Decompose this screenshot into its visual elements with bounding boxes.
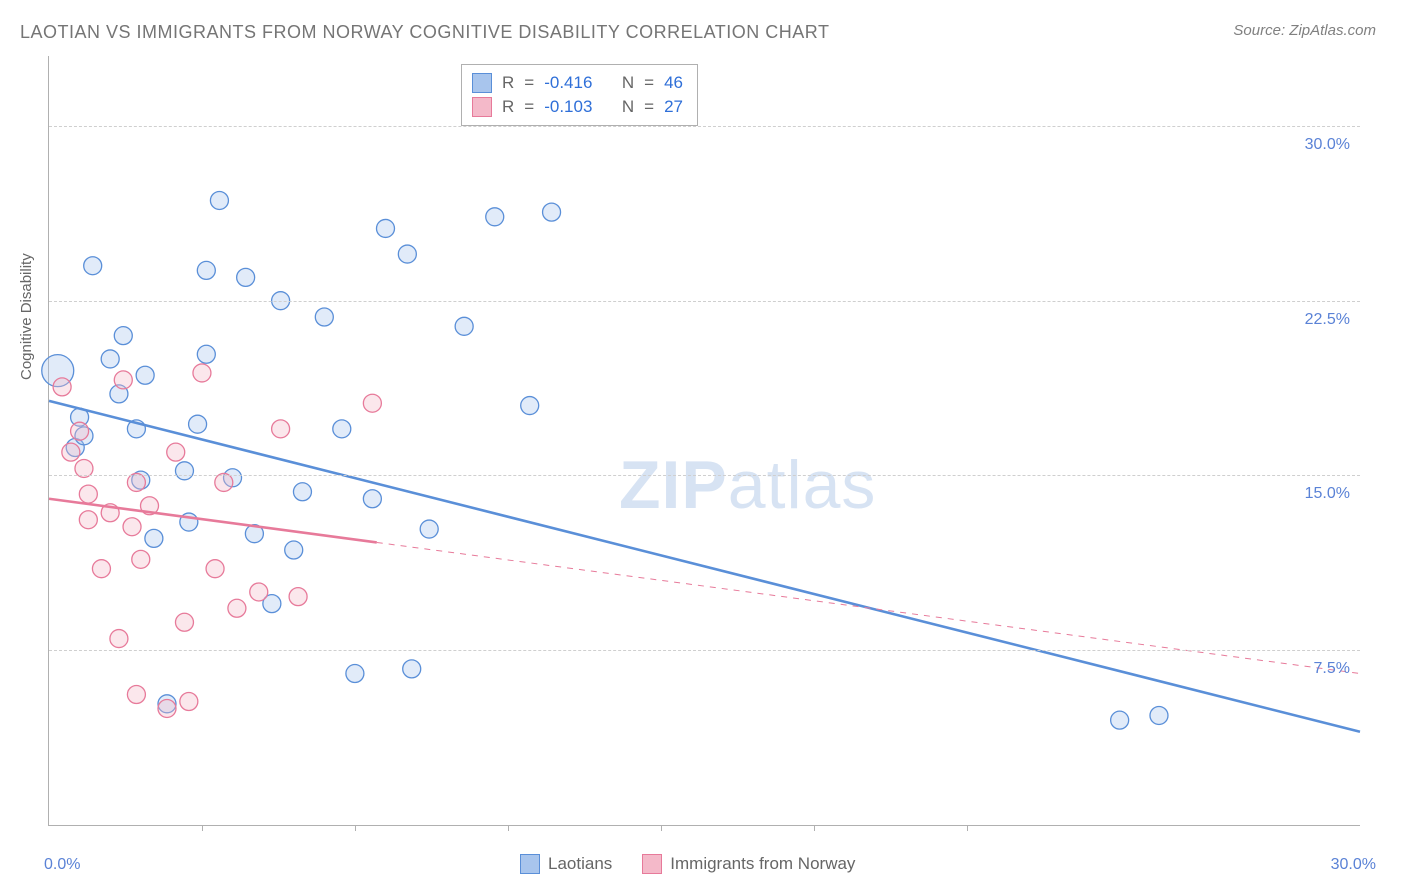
gridline: [49, 301, 1360, 302]
legend-swatch-norway: [642, 854, 662, 874]
scatter-point: [1150, 706, 1168, 724]
scatter-point: [101, 350, 119, 368]
y-axis-tick-label: 15.0%: [1305, 485, 1350, 503]
x-tick-mark: [355, 825, 356, 831]
plot-area: ZIPatlas R = -0.416 N = 46 R = -0.103 N …: [48, 56, 1360, 826]
scatter-point: [110, 630, 128, 648]
scatter-point: [376, 219, 394, 237]
scatter-point: [92, 560, 110, 578]
scatter-point: [167, 443, 185, 461]
legend-item-norway: Immigrants from Norway: [642, 854, 855, 874]
scatter-point: [237, 268, 255, 286]
y-axis-tick-label: 22.5%: [1305, 311, 1350, 329]
scatter-point: [79, 485, 97, 503]
x-axis-tick-label: 30.0%: [1331, 856, 1376, 874]
scatter-point: [132, 550, 150, 568]
scatter-point: [114, 371, 132, 389]
x-tick-mark: [814, 825, 815, 831]
scatter-point: [455, 317, 473, 335]
x-tick-mark: [202, 825, 203, 831]
y-axis-tick-label: 30.0%: [1305, 136, 1350, 154]
scatter-point: [180, 692, 198, 710]
gridline: [49, 126, 1360, 127]
scatter-point: [521, 397, 539, 415]
scatter-point: [127, 686, 145, 704]
x-tick-mark: [967, 825, 968, 831]
gridline: [49, 650, 1360, 651]
x-tick-mark: [508, 825, 509, 831]
category-legend: Laotians Immigrants from Norway: [520, 854, 855, 874]
scatter-point: [206, 560, 224, 578]
scatter-point: [145, 529, 163, 547]
scatter-point: [197, 345, 215, 363]
scatter-point: [420, 520, 438, 538]
gridline: [49, 475, 1360, 476]
scatter-point: [71, 422, 89, 440]
plot-svg: [49, 56, 1360, 825]
scatter-point: [289, 588, 307, 606]
scatter-point: [315, 308, 333, 326]
scatter-point: [210, 191, 228, 209]
scatter-point: [175, 613, 193, 631]
scatter-point: [346, 665, 364, 683]
x-axis-tick-label: 0.0%: [44, 856, 80, 874]
trend-line: [49, 401, 1360, 732]
scatter-point: [285, 541, 303, 559]
scatter-point: [272, 420, 290, 438]
source-attribution: Source: ZipAtlas.com: [1233, 22, 1376, 39]
legend-item-laotians: Laotians: [520, 854, 612, 874]
legend-label: Laotians: [548, 854, 612, 874]
scatter-point: [293, 483, 311, 501]
scatter-point: [193, 364, 211, 382]
scatter-point: [62, 443, 80, 461]
scatter-point: [543, 203, 561, 221]
source-prefix: Source:: [1233, 22, 1289, 39]
scatter-point: [123, 518, 141, 536]
trend-line: [49, 499, 377, 543]
scatter-point: [175, 462, 193, 480]
legend-swatch-laotians: [520, 854, 540, 874]
chart-title: LAOTIAN VS IMMIGRANTS FROM NORWAY COGNIT…: [20, 22, 829, 43]
scatter-point: [84, 257, 102, 275]
scatter-point: [189, 415, 207, 433]
scatter-point: [197, 261, 215, 279]
scatter-point: [158, 699, 176, 717]
scatter-point: [403, 660, 421, 678]
y-axis-label: Cognitive Disability: [18, 253, 35, 380]
scatter-point: [228, 599, 246, 617]
y-axis-tick-label: 7.5%: [1314, 660, 1350, 678]
scatter-point: [486, 208, 504, 226]
scatter-point: [250, 583, 268, 601]
scatter-point: [114, 327, 132, 345]
scatter-point: [1111, 711, 1129, 729]
scatter-point: [79, 511, 97, 529]
scatter-point: [136, 366, 154, 384]
scatter-point: [53, 378, 71, 396]
scatter-point: [398, 245, 416, 263]
scatter-point: [363, 490, 381, 508]
scatter-point: [333, 420, 351, 438]
source-name: ZipAtlas.com: [1289, 22, 1376, 39]
legend-label: Immigrants from Norway: [670, 854, 855, 874]
x-tick-mark: [661, 825, 662, 831]
scatter-point: [363, 394, 381, 412]
trend-line-extrapolated: [377, 542, 1360, 673]
